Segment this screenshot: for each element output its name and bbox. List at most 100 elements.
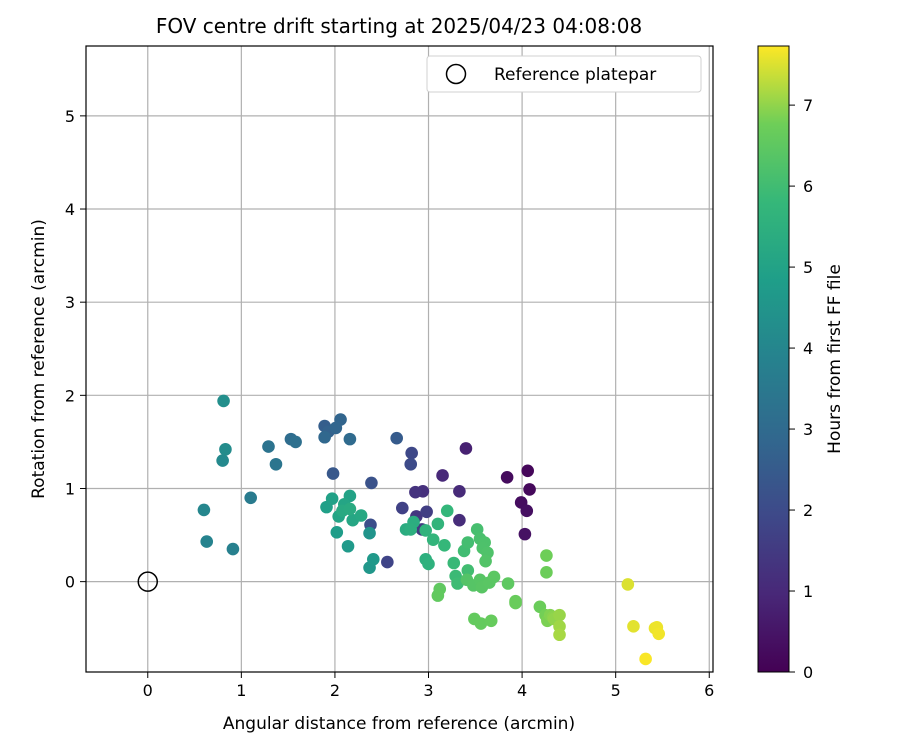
data-point <box>436 469 449 482</box>
chart-title: FOV centre drift starting at 2025/04/23 … <box>156 14 642 38</box>
data-point <box>326 467 340 480</box>
data-point <box>540 549 553 562</box>
plot-frame <box>85 45 714 673</box>
colorbar-label: Hours from first FF file <box>825 264 845 454</box>
data-point <box>396 501 409 515</box>
data-point <box>453 484 466 498</box>
data-point <box>219 443 232 456</box>
colorbar-tick-label: 0 <box>803 663 813 682</box>
data-point <box>244 491 258 505</box>
y-tick-label: 0 <box>65 573 75 592</box>
y-tick-label: 1 <box>65 479 75 498</box>
data-point <box>438 539 451 552</box>
y-tick-label: 4 <box>65 200 75 219</box>
colorbar-gradient <box>757 45 790 673</box>
data-point <box>197 503 211 517</box>
colorbar: 0 1 2 3 4 5 6 7 Hours from first FF file <box>757 45 845 682</box>
data-point <box>461 564 475 577</box>
data-point <box>404 457 418 471</box>
data-point <box>200 535 214 548</box>
legend: Reference platepar <box>426 55 702 93</box>
colorbar-tick-label: 6 <box>803 177 813 196</box>
x-tick-label: 1 <box>236 681 246 700</box>
data-point <box>553 628 566 642</box>
data-point <box>289 435 302 449</box>
x-axis-ticks: 0 1 2 3 4 5 6 <box>143 672 714 700</box>
data-point <box>652 627 666 641</box>
colorbar-tick-label: 7 <box>803 96 813 115</box>
data-point <box>269 457 283 471</box>
data-point <box>390 431 403 445</box>
data-point <box>329 421 343 435</box>
data-point <box>521 464 535 478</box>
colorbar-tick-label: 1 <box>803 582 813 601</box>
x-axis-label: Angular distance from reference (arcmin) <box>223 714 575 734</box>
data-point <box>365 476 378 490</box>
data-point <box>474 617 488 630</box>
data-point <box>426 533 440 547</box>
x-tick-label: 6 <box>704 681 714 700</box>
data-point <box>216 454 229 467</box>
data-point <box>461 536 475 549</box>
data-point <box>484 614 498 628</box>
data-point <box>447 556 461 570</box>
data-points <box>197 394 666 666</box>
y-tick-label: 5 <box>65 107 75 126</box>
data-point <box>627 620 640 633</box>
x-tick-label: 5 <box>611 681 621 700</box>
data-point <box>459 442 473 455</box>
data-point <box>325 492 339 506</box>
legend-box <box>426 55 702 93</box>
data-point <box>553 608 566 622</box>
data-point <box>487 570 501 584</box>
data-point <box>479 554 492 568</box>
data-point <box>431 589 445 602</box>
data-point <box>226 542 240 556</box>
data-point <box>523 483 536 496</box>
data-point <box>363 526 376 540</box>
data-point <box>341 539 355 553</box>
data-point <box>621 578 635 591</box>
colorbar-tick-label: 3 <box>803 420 813 439</box>
x-tick-label: 3 <box>423 681 433 700</box>
x-tick-label: 0 <box>143 681 153 700</box>
data-point <box>500 471 514 484</box>
data-point <box>404 523 418 536</box>
data-point <box>420 505 433 519</box>
data-point <box>217 394 230 408</box>
grid-lines <box>86 46 713 672</box>
x-tick-label: 2 <box>330 681 340 700</box>
data-point <box>509 596 522 610</box>
data-point <box>520 504 534 518</box>
data-point <box>405 446 418 460</box>
y-tick-label: 3 <box>65 293 75 312</box>
data-point <box>262 440 275 453</box>
colorbar-tick-label: 5 <box>803 258 813 277</box>
data-point <box>431 517 445 531</box>
colorbar-tick-label: 4 <box>803 339 813 358</box>
colorbar-ticks: 0 1 2 3 4 5 6 7 <box>789 96 813 682</box>
data-point <box>343 432 357 446</box>
data-point <box>639 652 652 666</box>
y-axis-ticks: 0 1 2 3 4 5 <box>65 107 86 592</box>
data-point <box>501 577 515 590</box>
x-tick-label: 4 <box>517 681 527 700</box>
data-point <box>330 525 344 539</box>
data-point <box>366 552 380 566</box>
legend-marker <box>445 63 467 85</box>
data-point <box>354 509 368 522</box>
data-point <box>518 527 532 541</box>
data-point <box>381 555 394 569</box>
legend-label: Reference platepar <box>494 65 656 85</box>
data-point <box>453 513 466 527</box>
reference-platepar-marker <box>137 571 159 592</box>
data-point <box>409 485 422 499</box>
data-point <box>343 502 357 516</box>
y-tick-label: 2 <box>65 386 75 405</box>
data-point <box>318 430 331 444</box>
data-point <box>419 524 433 537</box>
colorbar-tick-label: 2 <box>803 501 813 520</box>
data-point <box>440 504 454 518</box>
y-axis-label: Rotation from reference (arcmin) <box>29 219 49 499</box>
